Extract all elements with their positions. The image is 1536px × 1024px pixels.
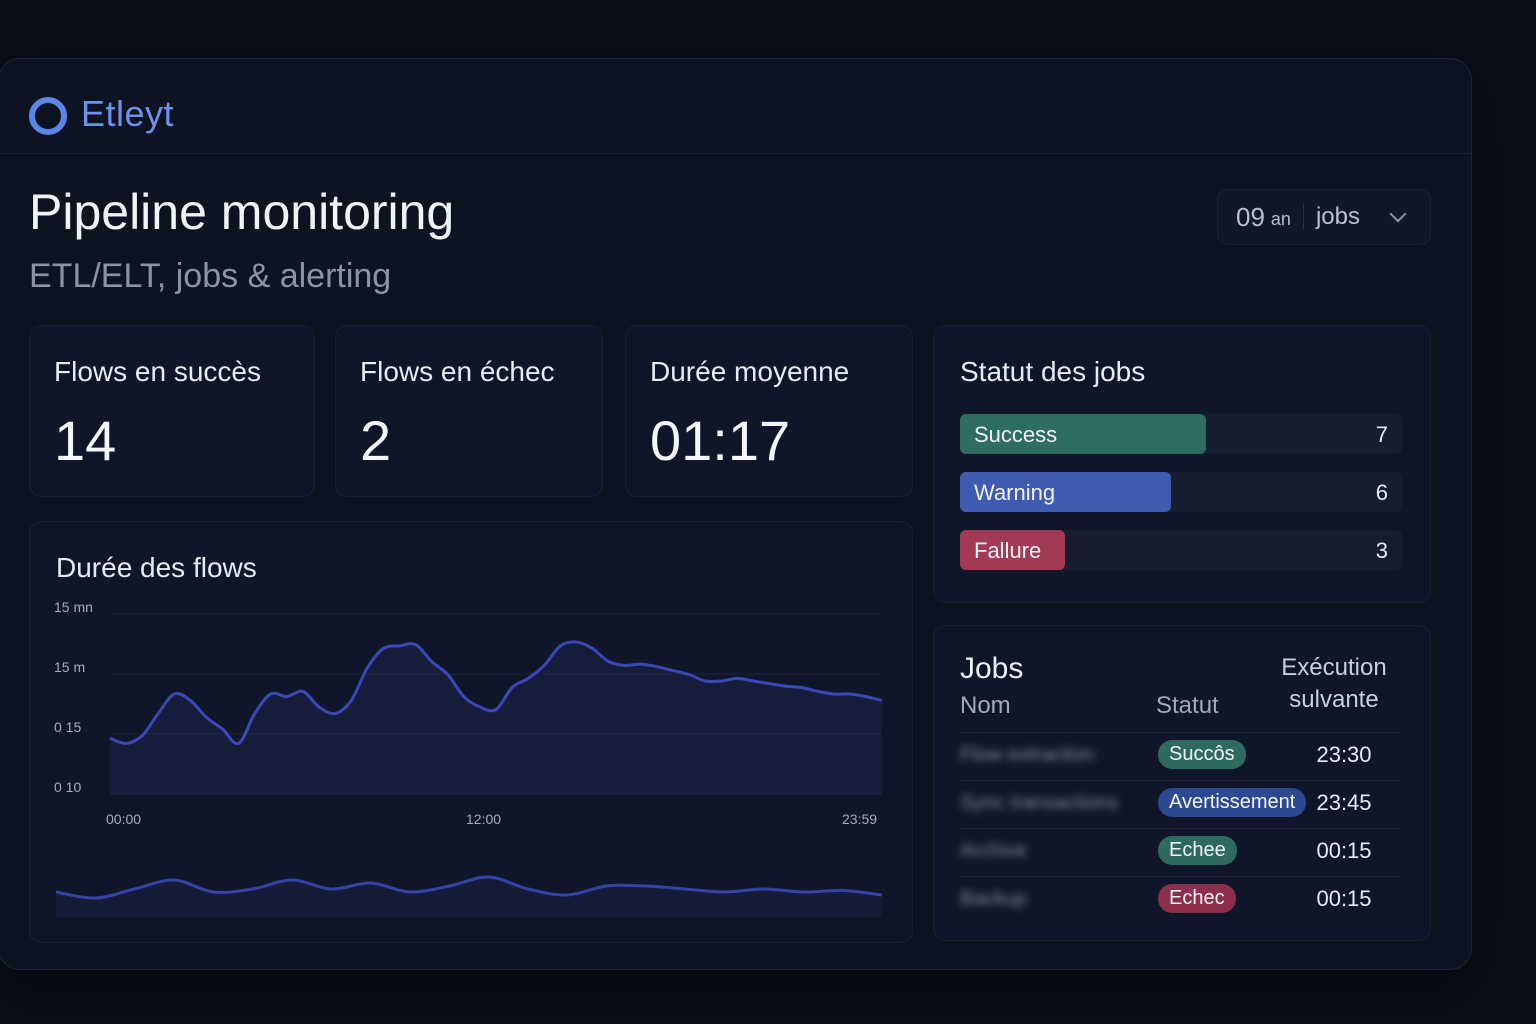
- status-bar-label: Fallure: [974, 538, 1042, 563]
- x-tick-label: 23:59: [842, 811, 877, 827]
- col-header-name[interactable]: Nom: [960, 692, 1011, 719]
- chevron-down-icon[interactable]: [1389, 205, 1407, 223]
- y-tick-label: 0 10: [54, 779, 81, 795]
- status-bar-count: 3: [1375, 538, 1388, 563]
- next-run-time: 23:30: [1316, 742, 1372, 767]
- kpi-value: 2: [360, 409, 392, 472]
- jobs-table-card: Jobs Nom Statut Exécution sulvante Flow …: [933, 625, 1431, 941]
- col-header-next-run[interactable]: Exécution sulvante: [1281, 654, 1387, 713]
- status-badge: Avertissement: [1158, 788, 1307, 817]
- status-bar-row[interactable]: Fallure 3: [960, 530, 1402, 570]
- kpi-value: 01:17: [650, 409, 791, 472]
- jobs-title: Jobs: [960, 652, 1024, 685]
- status-bar-label: Success: [974, 422, 1058, 447]
- y-tick-label: 0 15: [54, 719, 81, 735]
- x-tick-label: 12:00: [466, 811, 501, 827]
- kpi-label: Flows en succès: [54, 356, 261, 387]
- x-tick-label: 00:00: [106, 811, 141, 827]
- flow-duration-chart: 15 mn 15 m 0 15 0 10 00:00 12:00 23:59: [54, 599, 883, 917]
- kpi-card-success: Flows en succès 14: [29, 325, 315, 497]
- chart-area: [110, 641, 882, 794]
- kpi-card-avg-duration: Durée moyenne 01:17: [625, 325, 913, 497]
- job-status-title: Statut des jobs: [960, 356, 1146, 387]
- app-window: Etleyt Pipeline monitoring ETL/ELT, jobs…: [0, 58, 1472, 970]
- row-divider: [960, 732, 1402, 733]
- next-run-time: 00:15: [1316, 838, 1372, 863]
- y-tick-label: 15 m: [54, 659, 85, 675]
- status-bar-fill: [960, 530, 1066, 570]
- job-name[interactable]: Backup: [960, 888, 1027, 910]
- brand-name[interactable]: Etleyt: [81, 93, 175, 134]
- row-divider: [960, 876, 1402, 877]
- job-name[interactable]: Flow extraction: [960, 744, 1095, 766]
- chart-title: Durée des flows: [56, 552, 257, 583]
- range-value: 09: [1236, 201, 1265, 232]
- row-divider: [960, 828, 1402, 829]
- chart-series-line: [109, 640, 883, 746]
- job-status-card: Statut des jobs Success 7 Warning 6 Fall…: [933, 325, 1431, 603]
- status-bar-fill: [960, 472, 1171, 512]
- status-bar-count: 7: [1375, 422, 1388, 447]
- overview-line: [55, 875, 883, 900]
- kpi-label: Flows en échec: [360, 356, 555, 387]
- next-run-time: 00:15: [1316, 886, 1372, 911]
- page-title: Pipeline monitoring: [29, 184, 455, 240]
- overview-area: [56, 876, 882, 917]
- range-selector[interactable]: 09 an jobs: [1217, 189, 1431, 245]
- status-bar-fill: [960, 414, 1206, 454]
- y-tick-label: 15 mn: [54, 599, 93, 615]
- top-bar: Etleyt: [0, 59, 1471, 154]
- status-bar-row[interactable]: Warning 6: [960, 472, 1402, 512]
- status-bar-count: 6: [1375, 480, 1388, 505]
- range-unit: an: [1270, 208, 1291, 229]
- job-name[interactable]: Archive: [960, 840, 1027, 862]
- status-bar-label: Warning: [974, 480, 1056, 505]
- status-badge: Echee: [1158, 836, 1237, 865]
- next-run-time: 23:45: [1316, 790, 1372, 815]
- col-header-status[interactable]: Statut: [1156, 692, 1219, 719]
- range-mode: jobs: [1315, 203, 1360, 230]
- selector-divider: [1302, 204, 1304, 230]
- kpi-card-failed: Flows en échec 2: [335, 325, 603, 497]
- page-subtitle: ETL/ELT, jobs & alerting: [29, 257, 392, 295]
- status-badge: Succôs: [1158, 740, 1246, 769]
- kpi-value: 14: [54, 409, 117, 472]
- kpi-label: Durée moyenne: [650, 356, 850, 387]
- job-name[interactable]: Sync transactions: [960, 792, 1118, 814]
- row-divider: [960, 780, 1402, 781]
- logo-icon: [29, 97, 67, 135]
- status-badge: Echec: [1158, 884, 1236, 913]
- status-bar-row[interactable]: Success 7: [960, 414, 1402, 454]
